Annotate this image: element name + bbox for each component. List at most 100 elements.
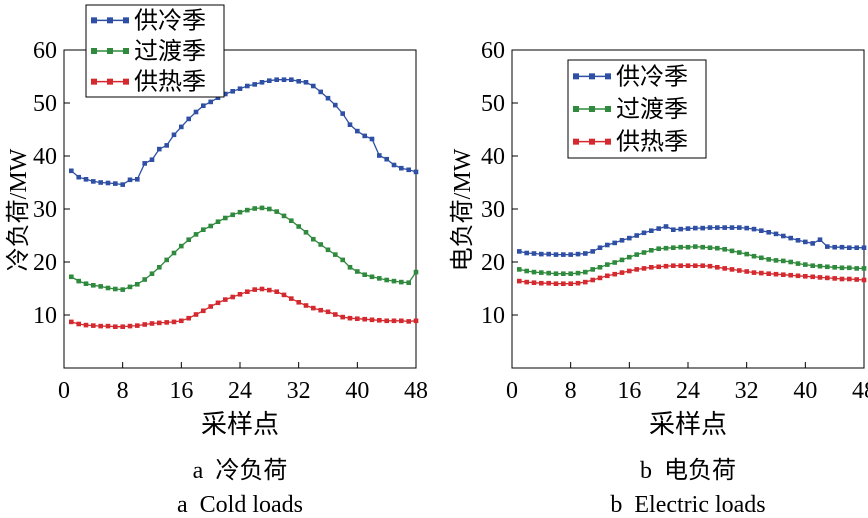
data-point xyxy=(83,322,89,328)
legend-marker xyxy=(123,17,129,24)
data-point xyxy=(641,266,647,271)
data-point xyxy=(127,177,133,183)
legend-marker xyxy=(573,138,579,145)
caption-b-chinese: b 电负荷 xyxy=(640,457,736,484)
data-point xyxy=(612,260,617,265)
data-point xyxy=(575,280,581,286)
data-point xyxy=(179,318,184,324)
data-point xyxy=(729,248,735,254)
data-point xyxy=(649,265,654,270)
data-point xyxy=(517,249,522,254)
data-point xyxy=(333,312,338,317)
data-point xyxy=(693,225,698,231)
data-point xyxy=(113,324,118,329)
data-point xyxy=(641,230,647,236)
data-point xyxy=(671,263,676,268)
data-point xyxy=(149,321,155,326)
x-axis-label: 采样点 xyxy=(649,410,727,439)
data-point xyxy=(766,230,771,235)
data-point xyxy=(289,77,294,82)
x-tick-label: 32 xyxy=(287,378,311,404)
data-point xyxy=(561,252,566,257)
data-point xyxy=(597,275,603,281)
data-point xyxy=(546,270,551,276)
data-point xyxy=(825,275,830,281)
data-point xyxy=(83,177,89,182)
data-point xyxy=(369,274,375,280)
data-point xyxy=(347,315,353,321)
x-tick-label: 40 xyxy=(793,378,817,404)
data-point xyxy=(171,250,177,256)
data-point xyxy=(296,224,301,229)
data-point xyxy=(553,281,559,286)
data-point xyxy=(546,251,551,257)
data-point xyxy=(678,263,683,268)
data-point xyxy=(164,143,169,148)
data-point xyxy=(230,89,235,94)
data-point xyxy=(208,304,213,309)
data-point xyxy=(832,265,837,270)
data-point xyxy=(847,265,852,271)
data-point xyxy=(399,318,404,324)
data-point xyxy=(583,251,588,256)
data-point xyxy=(524,268,529,274)
data-point xyxy=(355,128,360,134)
data-point xyxy=(113,181,118,186)
data-point xyxy=(91,283,96,288)
data-point xyxy=(656,264,661,270)
data-point xyxy=(744,269,749,274)
data-point xyxy=(795,261,801,266)
data-point xyxy=(377,318,382,323)
data-point xyxy=(413,269,419,275)
data-point xyxy=(120,324,125,329)
data-point xyxy=(369,136,375,142)
data-point xyxy=(803,262,808,267)
data-point xyxy=(737,268,742,273)
data-point xyxy=(208,99,213,105)
data-point xyxy=(296,79,301,84)
data-point xyxy=(663,263,669,269)
legend-label: 供热季 xyxy=(616,129,688,156)
series-line xyxy=(519,245,864,275)
data-point xyxy=(634,233,639,238)
data-point xyxy=(810,241,815,246)
data-point xyxy=(685,263,691,268)
data-point xyxy=(678,244,683,250)
data-point xyxy=(707,225,713,230)
data-point xyxy=(171,132,177,138)
data-point xyxy=(303,303,309,308)
data-point xyxy=(105,323,111,329)
data-point xyxy=(788,272,793,278)
legend-marker xyxy=(589,106,595,112)
x-tick-label: 16 xyxy=(169,378,193,404)
data-point xyxy=(333,102,338,108)
data-point xyxy=(303,80,309,85)
data-point xyxy=(693,244,698,249)
data-point xyxy=(568,252,573,257)
data-point xyxy=(685,226,691,231)
data-point xyxy=(612,240,617,246)
data-point xyxy=(854,277,859,282)
data-point xyxy=(634,267,639,272)
data-point xyxy=(347,265,353,270)
data-point xyxy=(267,206,272,212)
data-point xyxy=(715,265,720,270)
data-point xyxy=(605,273,610,279)
data-point xyxy=(839,276,845,282)
data-point xyxy=(259,205,265,211)
data-point xyxy=(274,77,279,82)
data-point xyxy=(847,245,852,250)
data-point xyxy=(817,275,823,280)
data-point xyxy=(289,296,294,301)
data-point xyxy=(91,323,96,328)
data-point xyxy=(627,235,632,241)
x-tick-label: 8 xyxy=(117,378,129,404)
legend-marker xyxy=(107,17,113,24)
data-point xyxy=(539,280,544,286)
x-tick-label: 0 xyxy=(58,378,70,404)
data-point xyxy=(568,271,573,276)
legend-marker xyxy=(91,78,97,85)
legend-marker xyxy=(605,73,611,80)
